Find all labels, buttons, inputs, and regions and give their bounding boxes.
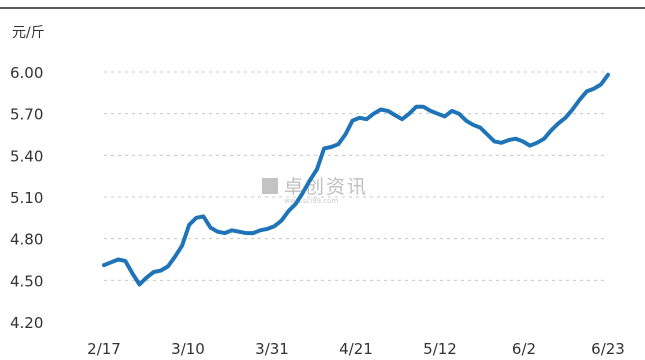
y-tick-label: 4.20 xyxy=(10,314,43,332)
x-tick-label: 2/17 xyxy=(87,340,121,358)
y-tick-label: 5.70 xyxy=(10,106,43,124)
x-tick-label: 3/31 xyxy=(255,340,289,358)
x-axis-ticks: 2/17 3/10 3/31 4/21 5/12 6/2 6/23 xyxy=(87,340,625,358)
gridlines xyxy=(104,71,608,281)
x-tick-label: 6/2 xyxy=(512,340,536,358)
y-tick-label: 6.00 xyxy=(10,64,43,82)
x-tick-label: 6/23 xyxy=(591,340,625,358)
watermark-text: 卓创资讯 xyxy=(284,176,368,198)
y-tick-label: 4.80 xyxy=(10,231,43,249)
watermark-logo-icon xyxy=(262,178,278,194)
y-tick-label: 5.40 xyxy=(10,147,43,165)
watermark: 卓创资讯 www.sci99.com xyxy=(262,176,368,205)
series-layer xyxy=(102,72,610,287)
price-series-line xyxy=(102,72,610,287)
y-tick-label: 5.10 xyxy=(10,189,43,207)
x-tick-label: 4/21 xyxy=(339,340,373,358)
y-axis-ticks: 6.00 5.70 5.40 5.10 4.80 4.50 4.20 xyxy=(10,64,43,332)
watermark-subtext: www.sci99.com xyxy=(284,197,338,205)
y-tick-label: 4.50 xyxy=(10,272,43,290)
x-tick-label: 5/12 xyxy=(423,340,457,358)
y-unit-label: 元/斤 xyxy=(12,25,45,41)
x-tick-label: 3/10 xyxy=(171,340,205,358)
